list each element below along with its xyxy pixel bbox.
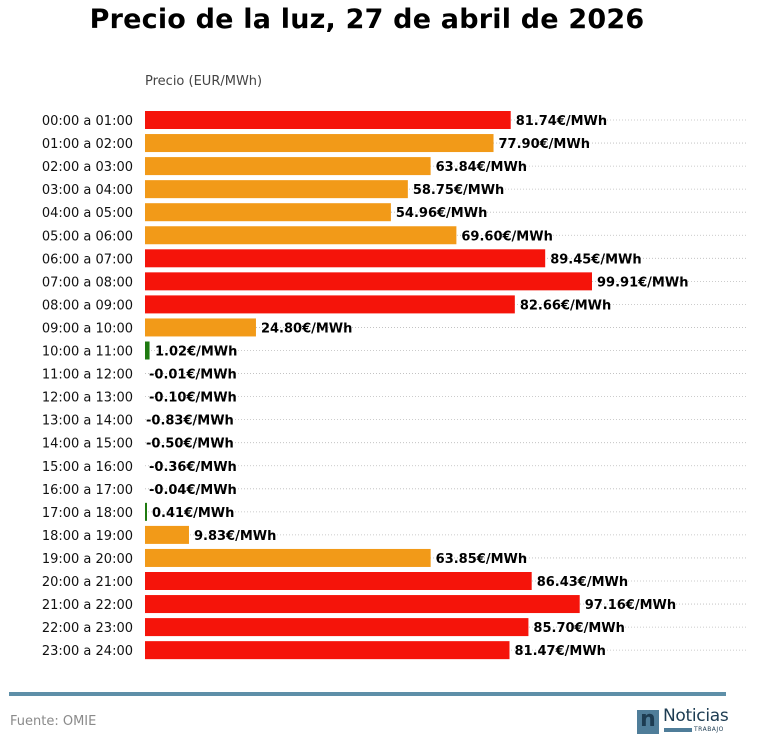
labels: 00:00 a 01:00 81.74€/MWh 01:00 a 02:00 77.9… (42, 114, 689, 659)
value-label: 97.16€/MWh (585, 598, 676, 613)
value-label: 69.60€/MWh (461, 229, 552, 244)
category-label: 20:00 a 21:00 (42, 575, 133, 590)
value-label: 81.47€/MWh (514, 644, 605, 659)
bars (145, 111, 592, 660)
category-label: 00:00 a 01:00 (42, 114, 133, 129)
bar (145, 295, 515, 314)
source-text: Fuente: OMIE (10, 714, 97, 729)
category-label: 08:00 a 09:00 (42, 298, 133, 313)
bar-chart: 00:00 a 01:00 81.74€/MWh 01:00 a 02:00 77.9… (42, 111, 747, 660)
category-label: 01:00 a 02:00 (42, 137, 133, 152)
category-label: 14:00 a 15:00 (42, 437, 133, 452)
value-label: 81.74€/MWh (516, 114, 607, 129)
category-label: 10:00 a 11:00 (42, 345, 133, 360)
category-label: 03:00 a 04:00 (42, 183, 133, 198)
bar (145, 157, 431, 176)
noticias-trabajo-logo[interactable]: n Noticias TRABAJO (637, 706, 729, 736)
bar (145, 595, 580, 614)
category-label: 12:00 a 13:00 (42, 391, 133, 406)
bar (145, 525, 189, 544)
value-label: 24.80€/MWh (261, 321, 352, 336)
category-label: 16:00 a 17:00 (42, 483, 133, 498)
value-label: 99.91€/MWh (597, 275, 688, 290)
category-label: 02:00 a 03:00 (42, 160, 133, 175)
logo-underline (664, 728, 692, 732)
category-label: 19:00 a 20:00 (42, 552, 133, 567)
logo-subtitle: TRABAJO (694, 726, 724, 733)
bar (145, 272, 592, 291)
logo-letter: n (640, 707, 656, 732)
category-label: 15:00 a 16:00 (42, 460, 133, 475)
gridlines (145, 119, 747, 651)
bar (145, 341, 150, 360)
value-label: 54.96€/MWh (396, 206, 487, 221)
value-label: -0.04€/MWh (149, 483, 237, 498)
bar (145, 180, 408, 199)
category-label: 04:00 a 05:00 (42, 206, 133, 221)
bar (145, 111, 511, 129)
value-label: 77.90€/MWh (499, 137, 590, 152)
axis-label: Precio (EUR/MWh) (145, 74, 263, 89)
value-label: -0.36€/MWh (149, 460, 237, 475)
bar (145, 618, 529, 637)
category-label: 22:00 a 23:00 (42, 621, 133, 636)
bar (145, 502, 147, 521)
value-label: -0.10€/MWh (149, 391, 237, 406)
value-label: 86.43€/MWh (537, 575, 628, 590)
category-label: 18:00 a 19:00 (42, 529, 133, 544)
value-label: 63.84€/MWh (436, 160, 527, 175)
value-label: 89.45€/MWh (550, 252, 641, 267)
value-label: 1.02€/MWh (155, 345, 237, 360)
value-label: 82.66€/MWh (520, 298, 611, 313)
value-label: -0.83€/MWh (146, 414, 234, 429)
bar (145, 203, 391, 222)
category-label: 13:00 a 14:00 (42, 414, 133, 429)
value-label: 0.41€/MWh (152, 506, 234, 521)
bar (145, 134, 494, 153)
footer-divider (9, 692, 726, 696)
category-label: 17:00 a 18:00 (42, 506, 133, 521)
category-label: 06:00 a 07:00 (42, 252, 133, 267)
value-label: 58.75€/MWh (413, 183, 504, 198)
bar (145, 548, 431, 567)
value-label: 9.83€/MWh (194, 529, 276, 544)
bar (145, 249, 546, 268)
category-label: 11:00 a 12:00 (42, 368, 133, 383)
bar (145, 226, 457, 245)
category-label: 21:00 a 22:00 (42, 598, 133, 613)
logo-wordmark: Noticias (663, 706, 729, 726)
bar (145, 318, 256, 337)
value-label: -0.50€/MWh (146, 437, 234, 452)
bar (145, 641, 510, 660)
value-label: 85.70€/MWh (533, 621, 624, 636)
category-label: 05:00 a 06:00 (42, 229, 133, 244)
chart-title: Precio de la luz, 27 de abril de 2026 (89, 4, 645, 35)
category-label: 09:00 a 10:00 (42, 321, 133, 336)
category-label: 23:00 a 24:00 (42, 644, 133, 659)
value-label: -0.01€/MWh (149, 368, 237, 383)
value-label: 63.85€/MWh (436, 552, 527, 567)
category-label: 07:00 a 08:00 (42, 275, 133, 290)
logo-mark-icon (637, 710, 659, 734)
bar (145, 572, 532, 590)
